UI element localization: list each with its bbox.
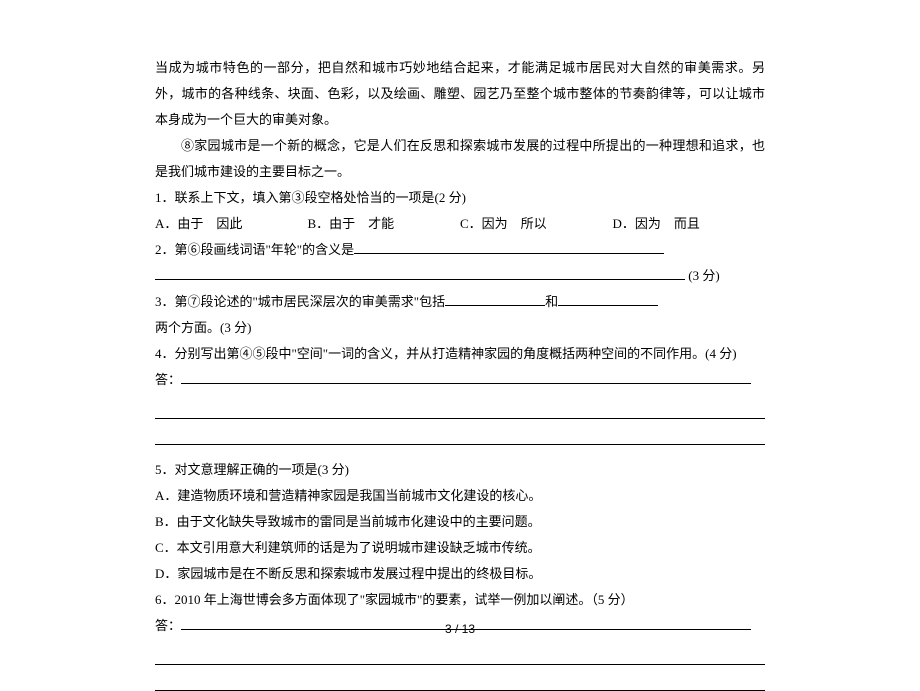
question-6: 6．2010 年上海世博会多方面体现了"家园城市"的要素，试举一例加以阐述。（5…: [155, 587, 765, 613]
option-5d: D．家园城市是在不断反思和探索城市发展过程中提出的终极目标。: [155, 561, 765, 587]
option-5c: C．本文引用意大利建筑师的话是为了说明城市建设缺乏城市传统。: [155, 535, 765, 561]
blank-q4-1: [181, 383, 751, 384]
context-paragraph-1: 当成为城市特色的一部分，把自然和城市巧妙地结合起来，才能满足城市居民对大自然的审…: [155, 55, 765, 133]
option-c: C．因为 所以: [460, 211, 613, 237]
question-2-prefix: 2．第⑥段画线词语"年轮"的含义是: [155, 242, 354, 257]
question-1: 1．联系上下文，填入第③段空格处恰当的一项是(2 分): [155, 185, 765, 211]
blank-q6-2: [155, 664, 765, 665]
blank-q3-2: [558, 305, 658, 306]
question-3-suffix: 两个方面。(3 分): [155, 315, 765, 341]
blank-q4-2: [155, 418, 765, 419]
blank-q2: [354, 253, 664, 254]
blank-q2-cont: [155, 279, 685, 280]
option-b: B．由于 才能: [308, 211, 461, 237]
answer-prefix-q6: 答：: [155, 613, 181, 639]
page-number: 3 / 13: [445, 622, 475, 636]
option-5b: B．由于文化缺失导致城市的雷同是当前城市化建设中的主要问题。: [155, 509, 765, 535]
blank-q3-1: [445, 305, 545, 306]
question-4: 4．分别写出第④⑤段中"空间"一词的含义，并从打造精神家园的角度概括两种空间的不…: [155, 341, 765, 367]
question-4-answer: 答：: [155, 367, 765, 393]
context-paragraph-2: ⑧家园城市是一个新的概念，它是人们在反思和探索城市发展的过程中所提出的一种理想和…: [155, 133, 765, 185]
question-2-line2: (3 分): [155, 263, 765, 289]
question-3: 3．第⑦段论述的"城市居民深层次的审美需求"包括 和: [155, 289, 765, 315]
option-a: A．由于 因此: [155, 211, 308, 237]
question-3-prefix: 3．第⑦段论述的"城市居民深层次的审美需求"包括: [155, 294, 445, 309]
question-1-options: A．由于 因此 B．由于 才能 C．因为 所以 D．因为 而且: [155, 211, 765, 237]
question-2: 2．第⑥段画线词语"年轮"的含义是: [155, 237, 765, 263]
option-d: D．因为 而且: [613, 211, 766, 237]
question-3-mid: 和: [545, 294, 558, 309]
answer-prefix-q4: 答：: [155, 367, 181, 393]
option-5a: A．建造物质环境和营造精神家园是我国当前城市文化建设的核心。: [155, 483, 765, 509]
blank-q4-3: [155, 444, 765, 445]
question-5: 5．对文意理解正确的一项是(3 分): [155, 457, 765, 483]
question-2-score: (3 分): [688, 268, 719, 283]
